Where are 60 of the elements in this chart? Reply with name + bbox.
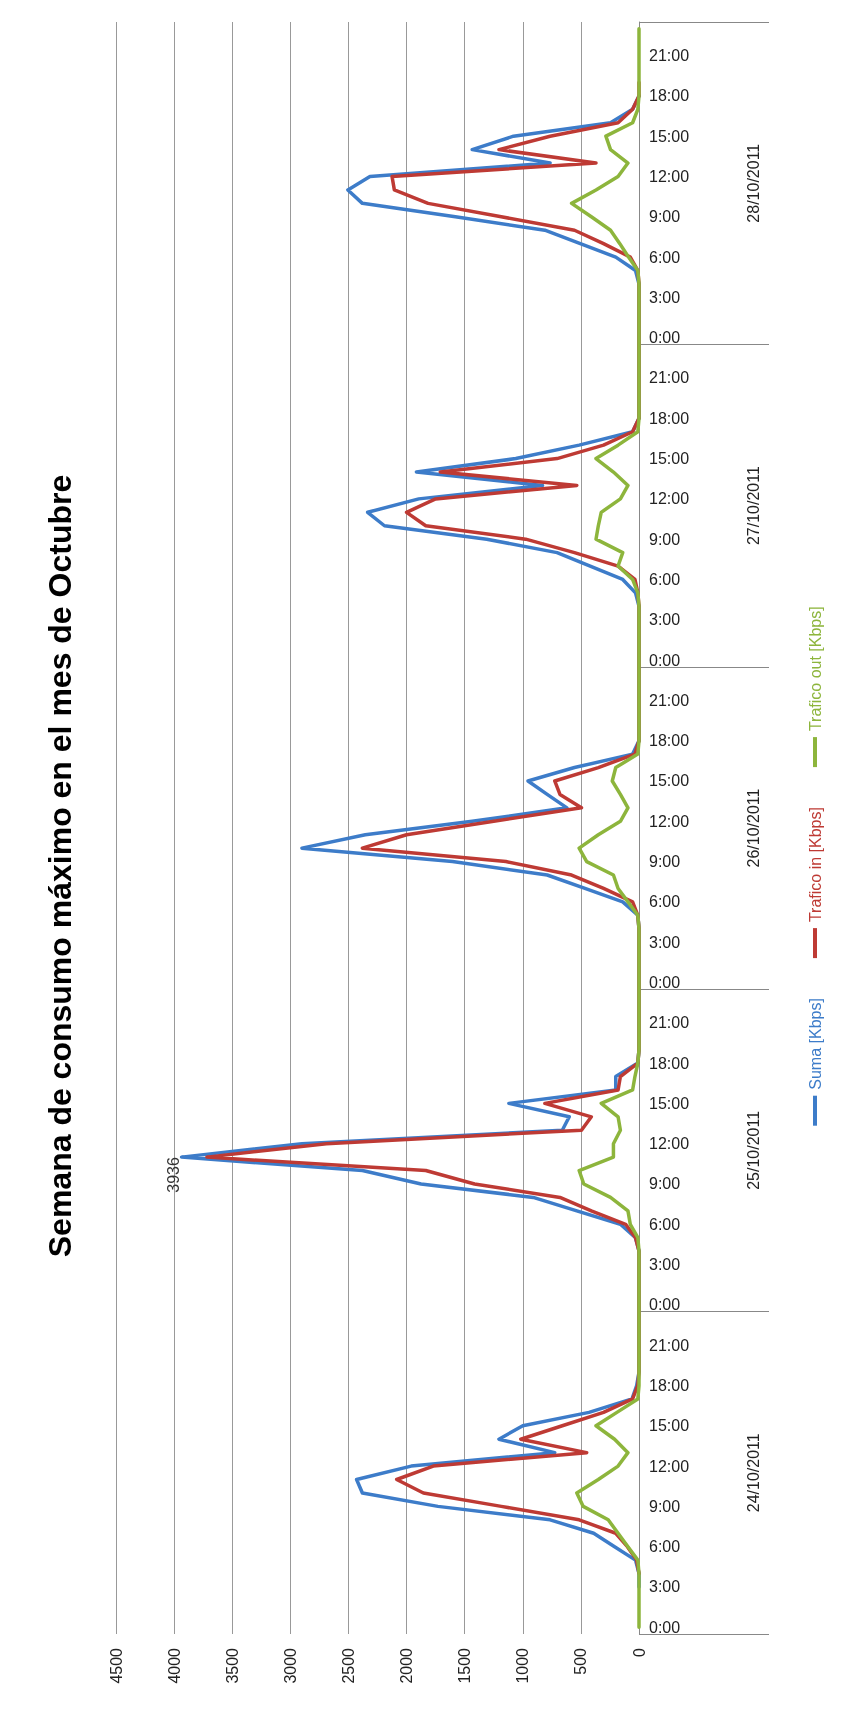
x-tick-label: 4000 (165, 1647, 183, 1684)
y-tick-label: 0:00 (649, 973, 681, 991)
y-tick-label: 9:00 (649, 1497, 681, 1515)
text: 26/10/2011 (744, 788, 762, 868)
y-tick-label: 0:00 (649, 329, 681, 347)
y-tick-label: 15:00 (649, 450, 690, 468)
y-tick-label: 6:00 (649, 1215, 681, 1233)
y-tick-label: 12:00 (649, 812, 690, 830)
x-tick-label: 3000 (281, 1647, 299, 1684)
y-tick-label: 21:00 (649, 369, 690, 387)
text: 28/10/2011 (744, 143, 762, 223)
y-tick-label: 15:00 (649, 1417, 690, 1435)
y-tick-label: 21:00 (649, 1336, 690, 1354)
y-tick-label: 12:00 (649, 1457, 690, 1475)
y-tick-label: 6:00 (649, 570, 681, 588)
y-tick-label: 15:00 (649, 772, 690, 790)
text: 25/10/2011 (744, 1110, 762, 1190)
y-tick-label: 6:00 (649, 1538, 681, 1556)
y-tick-label: 3:00 (649, 288, 681, 306)
y-tick-label: 0:00 (649, 1618, 681, 1636)
y-tick-label: 0:00 (649, 651, 681, 669)
y-tick-label: 18:00 (649, 1376, 690, 1394)
y-tick-label: 18:00 (649, 1054, 690, 1072)
y-tick-label: 9:00 (649, 208, 681, 226)
y-tick-label: 0:00 (649, 1296, 681, 1314)
x-tick-label: 1000 (514, 1647, 532, 1684)
y-tick-label: 9:00 (649, 853, 681, 871)
x-tick-label: 2500 (339, 1647, 357, 1684)
y-tick-label: 15:00 (649, 1094, 690, 1112)
y-tick-label: 3:00 (649, 611, 681, 629)
y-tick-label: 18:00 (649, 409, 690, 427)
y-tick-label: 21:00 (649, 1014, 690, 1032)
y-tick-label: 6:00 (649, 893, 681, 911)
text: Semana de consumo máximo en el mes de Octubre (42, 474, 78, 1258)
x-tick-label: 0 (630, 1647, 648, 1657)
x-tick-label: 2000 (398, 1647, 416, 1684)
y-tick-label: 18:00 (649, 732, 690, 750)
y-tick-label: 21:00 (649, 691, 690, 709)
text: Trafico out [Kbps] (806, 606, 824, 732)
text: 27/10/2011 (744, 466, 762, 546)
x-tick-label: 4500 (107, 1647, 125, 1684)
y-tick-label: 3:00 (649, 1578, 681, 1596)
y-tick-label: 9:00 (649, 1175, 681, 1193)
y-tick-label: 3:00 (649, 1256, 681, 1274)
y-tick-label: 18:00 (649, 87, 690, 105)
y-tick-label: 12:00 (649, 1135, 690, 1153)
y-tick-label: 9:00 (649, 530, 681, 548)
y-tick-label: 6:00 (649, 248, 681, 266)
text: 24/10/2011 (744, 1433, 762, 1513)
text: Suma [Kbps] (806, 998, 824, 1090)
x-tick-label: 500 (572, 1647, 590, 1675)
y-tick-label: 15:00 (649, 127, 690, 145)
text: Trafico in [Kbps] (806, 807, 824, 923)
x-tick-label: 1500 (456, 1647, 474, 1684)
y-tick-label: 21:00 (649, 47, 690, 65)
y-tick-label: 12:00 (649, 490, 690, 508)
x-tick-label: 3500 (223, 1647, 241, 1684)
y-tick-label: 12:00 (649, 167, 690, 185)
data-label: 3936 (165, 1157, 183, 1193)
y-tick-label: 3:00 (649, 933, 681, 951)
